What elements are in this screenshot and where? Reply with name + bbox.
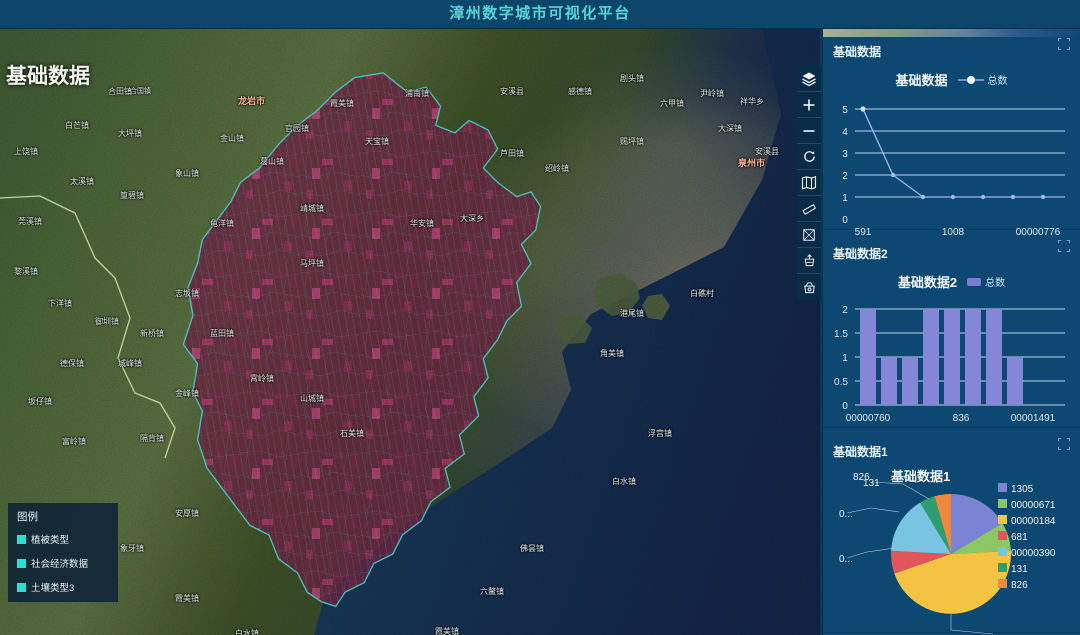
svg-text:00001491: 00001491	[1011, 413, 1056, 424]
svg-text:0: 0	[842, 215, 848, 226]
svg-text:2: 2	[842, 305, 848, 316]
svg-text:1.5: 1.5	[834, 329, 848, 340]
svg-text:1: 1	[842, 193, 848, 204]
svg-text:0.5: 0.5	[834, 377, 848, 388]
svg-text:00000760: 00000760	[846, 413, 891, 424]
svg-text:0...: 0...	[839, 554, 853, 565]
svg-text:836: 836	[953, 413, 970, 424]
svg-text:1: 1	[842, 353, 848, 364]
svg-text:5: 5	[842, 105, 848, 116]
svg-text:0: 0	[842, 401, 848, 412]
svg-text:2: 2	[842, 171, 848, 182]
svg-text:0...: 0...	[839, 509, 853, 520]
svg-text:3: 3	[842, 149, 848, 160]
svg-text:4: 4	[842, 127, 848, 138]
